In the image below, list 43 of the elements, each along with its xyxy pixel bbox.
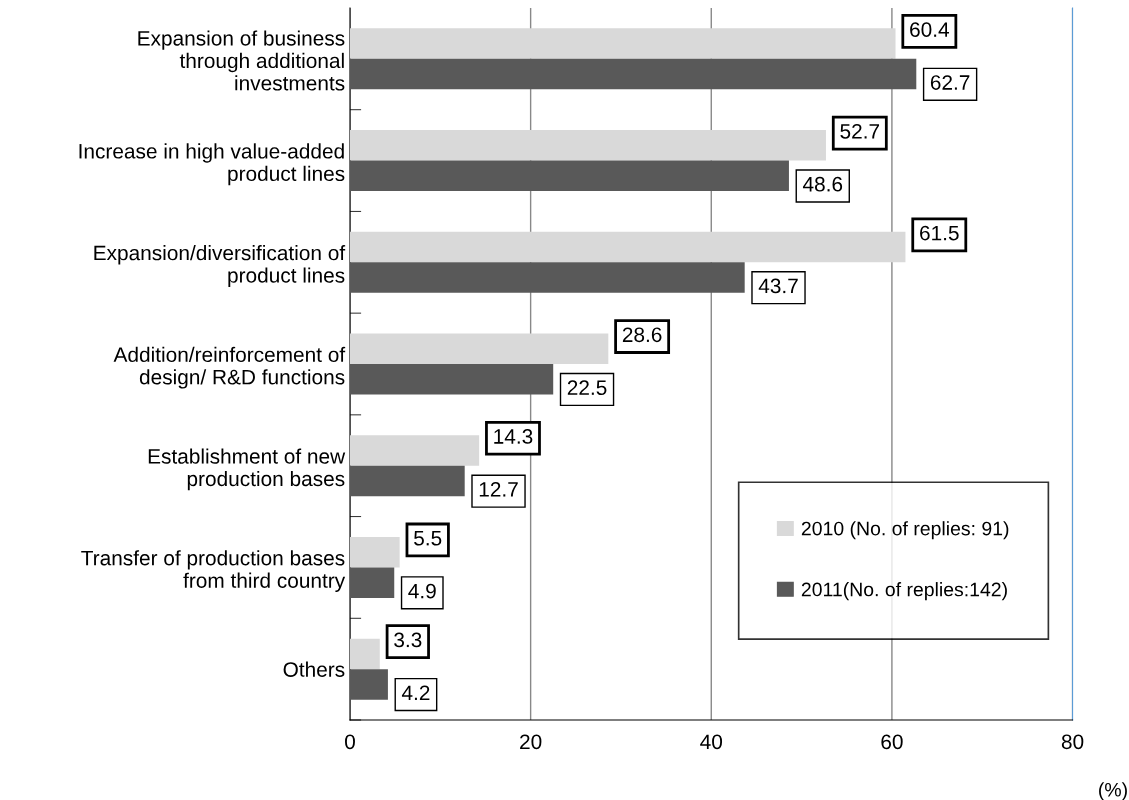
- y-tick-label: Expansion/diversification of product lines: [94, 245, 346, 287]
- y-tick-label: Establishment of new production bases: [148, 448, 346, 491]
- bar: [349, 536, 400, 568]
- legend-label: 2010 (No. of replies: 91): [801, 521, 1009, 540]
- data-label: 62.7: [930, 75, 970, 90]
- data-label: 60.4: [910, 22, 950, 37]
- bar: [349, 364, 554, 395]
- data-label: 4.9: [408, 583, 436, 599]
- x-tick-label: 0: [345, 734, 355, 750]
- bar: [349, 435, 480, 466]
- y-tick-label: Increase in high value-added product lines: [79, 143, 345, 186]
- x-tick-label: 80: [1061, 734, 1084, 750]
- y-tick-label: Expansion of business through additional investments: [138, 30, 345, 91]
- bar: [349, 567, 395, 598]
- data-label: 12.7: [479, 481, 518, 497]
- data-label: 22.5: [567, 380, 607, 396]
- x-tick-label: 60: [881, 734, 903, 750]
- y-tick-label: Others: [283, 661, 345, 677]
- bar: [349, 160, 789, 192]
- bar: [349, 231, 906, 263]
- y-tick-label: Transfer of production bases from third country: [81, 550, 346, 593]
- data-label: 48.6: [802, 176, 843, 192]
- x-axis-title: (%): [1099, 782, 1127, 800]
- bar: [349, 262, 745, 293]
- data-label: 3.3: [394, 632, 422, 648]
- data-label: 5.5: [414, 531, 442, 546]
- bar: [349, 333, 609, 364]
- data-label: 4.2: [401, 685, 430, 700]
- data-label: 28.6: [622, 327, 662, 343]
- legend-label: 2011(No. of replies:142): [801, 582, 1007, 601]
- bar: [349, 638, 380, 670]
- bar: [349, 130, 826, 161]
- data-label: 14.3: [494, 429, 533, 444]
- data-label: 52.7: [840, 123, 880, 139]
- data-label: 43.7: [758, 278, 798, 294]
- bar: [349, 28, 896, 59]
- data-label: 61.5: [920, 225, 959, 241]
- bar: [349, 669, 388, 700]
- bar: [349, 465, 465, 497]
- x-tick-label: 40: [700, 734, 723, 750]
- x-tick-label: 20: [520, 734, 542, 750]
- y-tick-label: Addition/reinforcement of design/ R&D functions: [113, 346, 346, 389]
- bar: [349, 58, 917, 90]
